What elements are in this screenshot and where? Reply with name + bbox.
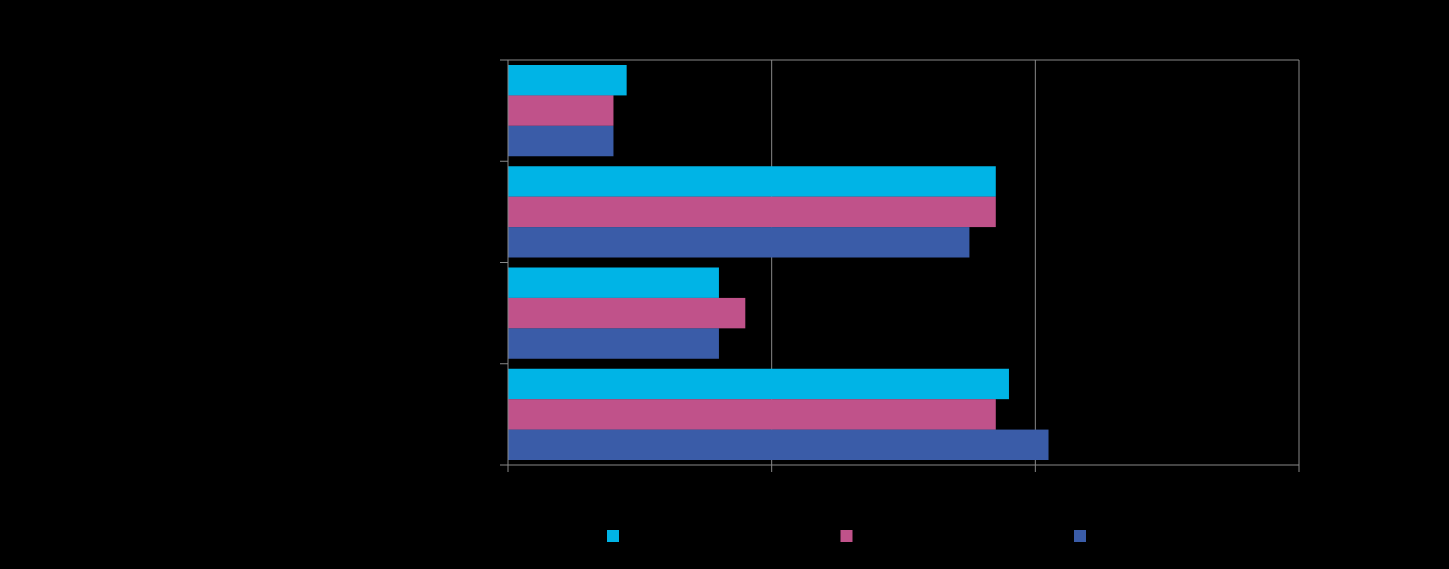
bar bbox=[508, 166, 996, 197]
bar bbox=[508, 328, 719, 359]
bar bbox=[508, 297, 746, 329]
bar bbox=[508, 267, 719, 298]
bar bbox=[508, 196, 996, 228]
bar bbox=[508, 368, 1009, 400]
legend-swatch bbox=[1074, 530, 1086, 542]
legend-swatch bbox=[840, 530, 853, 542]
bar bbox=[508, 429, 1049, 460]
bar bbox=[508, 227, 970, 258]
bar bbox=[508, 65, 627, 96]
bar bbox=[508, 125, 614, 157]
legend-swatch bbox=[607, 530, 619, 542]
bar bbox=[508, 95, 614, 126]
bar bbox=[508, 399, 996, 430]
